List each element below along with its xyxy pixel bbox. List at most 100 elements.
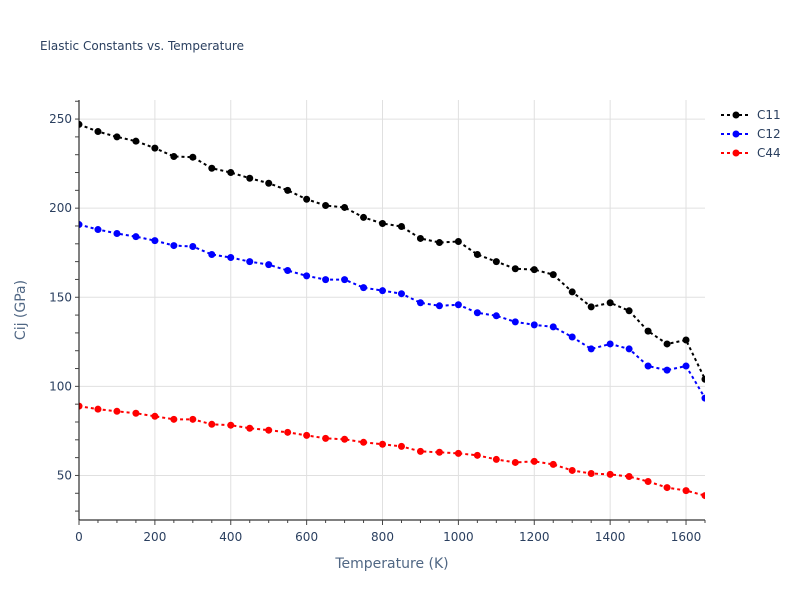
data-point-c44[interactable] bbox=[76, 402, 83, 410]
data-point-c44[interactable] bbox=[397, 442, 405, 450]
data-point-c44[interactable] bbox=[644, 478, 652, 486]
data-point-c44[interactable] bbox=[701, 492, 709, 500]
data-point-c11[interactable] bbox=[663, 340, 671, 348]
data-point-c12[interactable] bbox=[568, 333, 576, 341]
data-point-c12[interactable] bbox=[644, 362, 652, 370]
data-point-c44[interactable] bbox=[170, 415, 178, 423]
data-point-c44[interactable] bbox=[416, 447, 424, 455]
data-point-c44[interactable] bbox=[549, 460, 557, 468]
data-point-c12[interactable] bbox=[246, 258, 254, 266]
data-point-c11[interactable] bbox=[625, 307, 633, 315]
legend-item-c11[interactable]: C11 bbox=[721, 108, 781, 122]
data-point-c12[interactable] bbox=[227, 254, 235, 262]
data-point-c44[interactable] bbox=[284, 428, 292, 436]
data-point-c11[interactable] bbox=[454, 237, 462, 245]
data-point-c44[interactable] bbox=[606, 470, 614, 478]
data-point-c11[interactable] bbox=[379, 219, 387, 227]
data-point-c11[interactable] bbox=[606, 299, 614, 307]
data-point-c44[interactable] bbox=[94, 405, 102, 413]
data-point-c44[interactable] bbox=[341, 435, 349, 443]
data-point-c44[interactable] bbox=[473, 451, 481, 459]
data-point-c11[interactable] bbox=[530, 266, 538, 274]
data-point-c11[interactable] bbox=[170, 152, 178, 160]
data-point-c44[interactable] bbox=[625, 473, 633, 481]
data-point-c12[interactable] bbox=[132, 233, 140, 241]
data-point-c11[interactable] bbox=[151, 144, 159, 152]
data-point-c12[interactable] bbox=[492, 312, 500, 320]
data-point-c44[interactable] bbox=[663, 484, 671, 492]
data-point-c44[interactable] bbox=[511, 458, 519, 466]
data-point-c44[interactable] bbox=[682, 487, 690, 495]
data-point-c12[interactable] bbox=[303, 272, 311, 280]
data-point-c44[interactable] bbox=[132, 409, 140, 417]
data-point-c12[interactable] bbox=[606, 340, 614, 348]
data-point-c12[interactable] bbox=[322, 276, 330, 284]
data-point-c11[interactable] bbox=[208, 164, 216, 172]
data-point-c12[interactable] bbox=[435, 302, 443, 310]
data-point-c44[interactable] bbox=[379, 440, 387, 448]
data-point-c44[interactable] bbox=[492, 455, 500, 463]
data-point-c12[interactable] bbox=[113, 229, 121, 237]
data-point-c12[interactable] bbox=[208, 250, 216, 258]
data-point-c44[interactable] bbox=[322, 434, 330, 442]
data-point-c11[interactable] bbox=[76, 120, 83, 128]
data-point-c11[interactable] bbox=[94, 128, 102, 136]
data-point-c11[interactable] bbox=[189, 153, 197, 161]
data-point-c44[interactable] bbox=[208, 420, 216, 428]
data-point-c11[interactable] bbox=[341, 203, 349, 211]
data-point-c11[interactable] bbox=[397, 223, 405, 231]
data-point-c11[interactable] bbox=[492, 258, 500, 266]
data-point-c12[interactable] bbox=[151, 237, 159, 245]
data-point-c12[interactable] bbox=[397, 290, 405, 298]
data-point-c12[interactable] bbox=[549, 323, 557, 331]
data-point-c11[interactable] bbox=[360, 213, 368, 221]
data-point-c44[interactable] bbox=[530, 457, 538, 465]
data-point-c12[interactable] bbox=[473, 309, 481, 317]
data-point-c12[interactable] bbox=[416, 299, 424, 307]
data-point-c12[interactable] bbox=[170, 242, 178, 250]
data-point-c44[interactable] bbox=[227, 421, 235, 429]
data-point-c11[interactable] bbox=[549, 271, 557, 279]
data-point-c11[interactable] bbox=[322, 201, 330, 209]
data-point-c11[interactable] bbox=[568, 288, 576, 296]
data-point-c44[interactable] bbox=[189, 415, 197, 423]
data-point-c44[interactable] bbox=[303, 431, 311, 439]
data-point-c12[interactable] bbox=[587, 345, 595, 353]
data-point-c44[interactable] bbox=[568, 466, 576, 474]
data-point-c12[interactable] bbox=[341, 276, 349, 284]
data-point-c11[interactable] bbox=[511, 265, 519, 273]
data-point-c12[interactable] bbox=[530, 321, 538, 329]
data-point-c12[interactable] bbox=[76, 221, 83, 229]
data-point-c11[interactable] bbox=[227, 169, 235, 177]
data-point-c44[interactable] bbox=[151, 412, 159, 420]
data-point-c44[interactable] bbox=[435, 448, 443, 456]
data-point-c12[interactable] bbox=[511, 318, 519, 326]
data-point-c12[interactable] bbox=[284, 267, 292, 275]
data-point-c11[interactable] bbox=[246, 174, 254, 182]
data-point-c11[interactable] bbox=[303, 195, 311, 203]
data-point-c44[interactable] bbox=[360, 438, 368, 446]
data-point-c12[interactable] bbox=[360, 284, 368, 292]
data-point-c11[interactable] bbox=[701, 375, 709, 383]
data-point-c44[interactable] bbox=[265, 426, 273, 434]
data-point-c12[interactable] bbox=[94, 226, 102, 234]
data-point-c11[interactable] bbox=[682, 336, 690, 344]
data-point-c12[interactable] bbox=[701, 394, 709, 402]
data-point-c12[interactable] bbox=[189, 242, 197, 250]
data-point-c44[interactable] bbox=[246, 424, 254, 432]
legend-item-c44[interactable]: C44 bbox=[721, 146, 781, 160]
data-point-c12[interactable] bbox=[265, 261, 273, 269]
data-point-c11[interactable] bbox=[416, 234, 424, 242]
data-point-c12[interactable] bbox=[682, 362, 690, 370]
data-point-c12[interactable] bbox=[663, 366, 671, 374]
legend-item-c12[interactable]: C12 bbox=[721, 127, 781, 141]
data-point-c11[interactable] bbox=[644, 327, 652, 335]
data-point-c11[interactable] bbox=[284, 186, 292, 194]
data-point-c44[interactable] bbox=[454, 449, 462, 457]
data-point-c12[interactable] bbox=[379, 287, 387, 295]
data-point-c12[interactable] bbox=[625, 345, 633, 353]
data-point-c11[interactable] bbox=[132, 137, 140, 145]
data-point-c11[interactable] bbox=[473, 250, 481, 258]
data-point-c44[interactable] bbox=[587, 469, 595, 477]
data-point-c11[interactable] bbox=[435, 239, 443, 247]
